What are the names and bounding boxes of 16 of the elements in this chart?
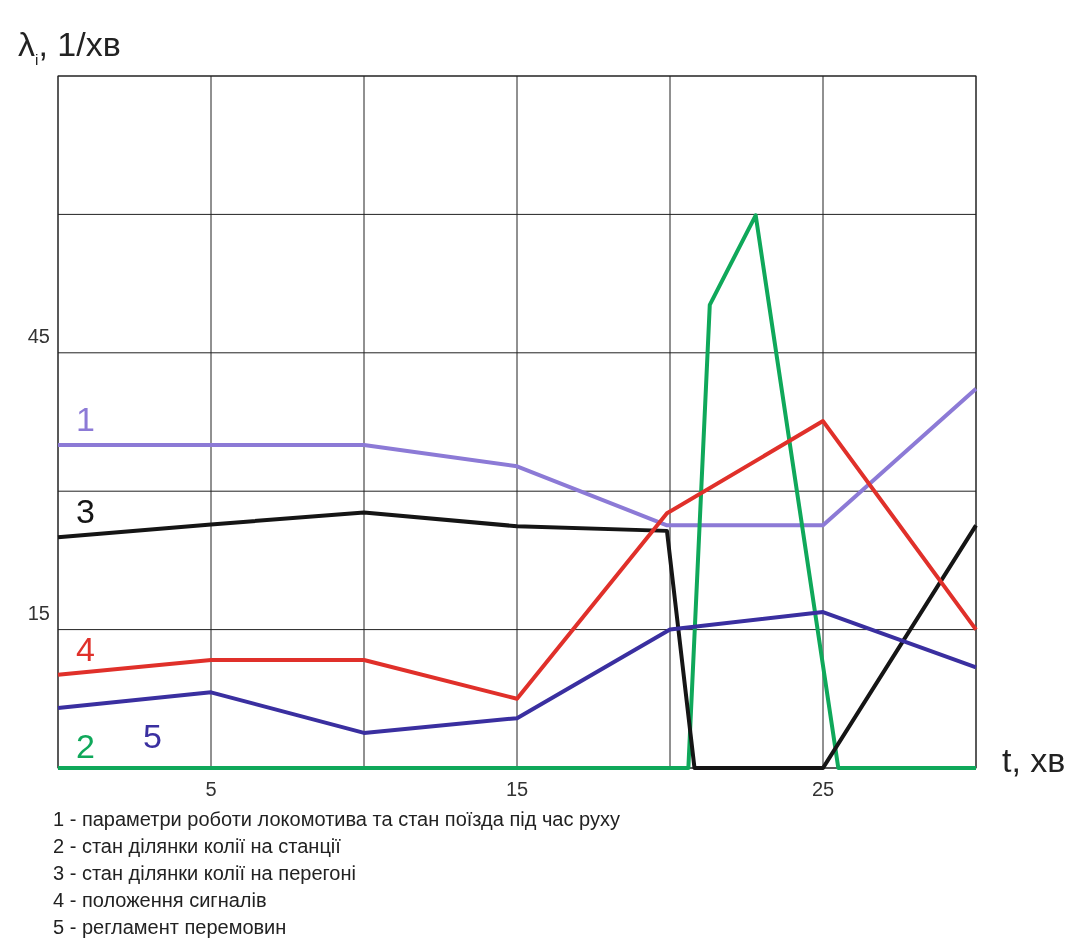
text: 3 - стан ділянки колії на перегоні bbox=[53, 862, 356, 884]
text: 5 - регламент перемовин bbox=[53, 916, 287, 938]
x-tick-label: 5 bbox=[205, 778, 217, 800]
series-label: 4 bbox=[76, 629, 95, 668]
text: 1 - параметри роботи локомотива та стан поїзда під час руху bbox=[53, 808, 620, 830]
y-tick-label: 45 bbox=[27, 324, 50, 347]
series-label: 2 bbox=[76, 727, 95, 765]
x-tick-label: 15 bbox=[505, 778, 529, 800]
x-tick-label: 25 bbox=[811, 778, 835, 800]
series-label: 3 bbox=[76, 492, 95, 531]
y-axis-title: λ$_{i}$, 1/хв bbox=[18, 25, 121, 68]
text: 2 - стан ділянки колії на станції bbox=[53, 835, 342, 857]
x-axis-title: t, хв bbox=[1002, 741, 1066, 779]
series-label: 1 bbox=[76, 400, 95, 439]
series-label: 5 bbox=[143, 717, 162, 756]
text: 4 - положення сигналів bbox=[53, 889, 267, 911]
